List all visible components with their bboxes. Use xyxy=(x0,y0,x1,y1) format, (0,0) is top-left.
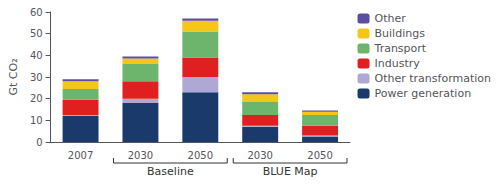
svg-text:20: 20 xyxy=(30,93,43,104)
svg-text:10: 10 xyxy=(30,115,43,126)
svg-text:2007: 2007 xyxy=(68,150,93,161)
svg-text:Gt CO₂: Gt CO₂ xyxy=(7,58,20,95)
svg-text:Industry: Industry xyxy=(375,57,421,70)
svg-text:BLUE Map: BLUE Map xyxy=(263,165,318,178)
svg-text:50: 50 xyxy=(30,28,43,39)
svg-text:2030: 2030 xyxy=(247,150,272,161)
svg-text:0: 0 xyxy=(36,137,42,148)
svg-text:60: 60 xyxy=(30,7,43,18)
svg-text:Transport: Transport xyxy=(374,42,427,55)
svg-text:Baseline: Baseline xyxy=(147,165,194,178)
svg-text:Power generation: Power generation xyxy=(375,87,472,100)
svg-text:Other: Other xyxy=(375,12,407,25)
svg-text:2030: 2030 xyxy=(128,150,153,161)
svg-text:Buildings: Buildings xyxy=(375,27,426,40)
svg-text:Other transformation: Other transformation xyxy=(375,72,491,85)
svg-text:2050: 2050 xyxy=(188,150,213,161)
svg-text:2050: 2050 xyxy=(307,150,332,161)
svg-text:30: 30 xyxy=(30,72,43,83)
svg-text:40: 40 xyxy=(30,50,43,61)
